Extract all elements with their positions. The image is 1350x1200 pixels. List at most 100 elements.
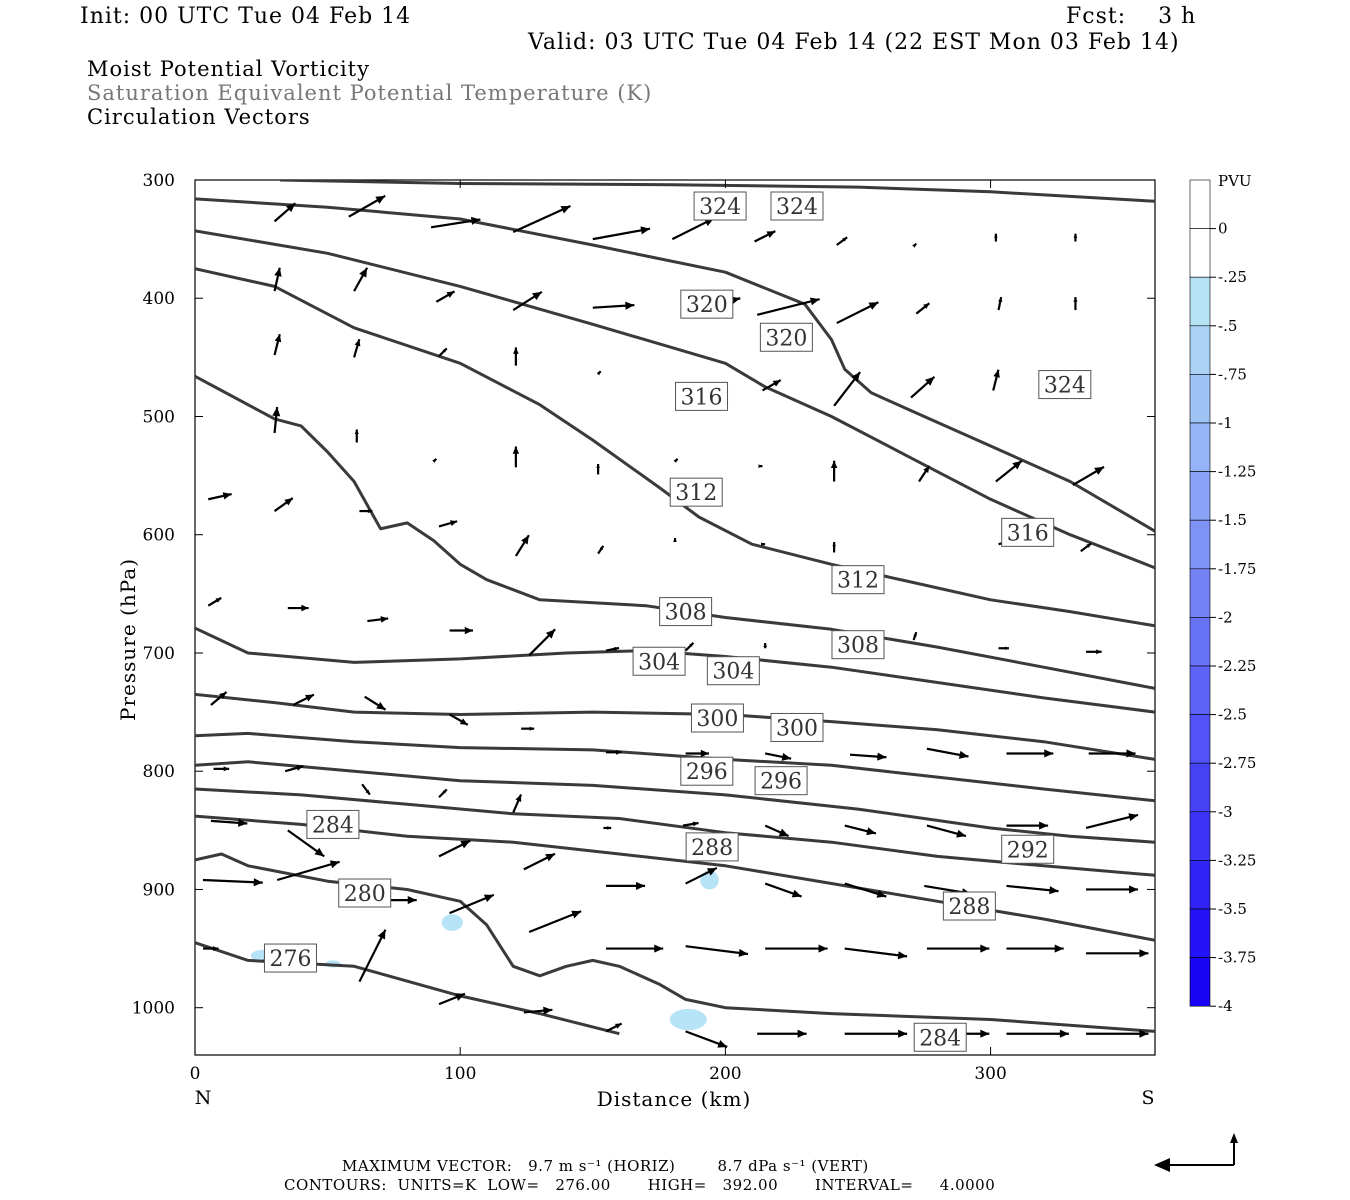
circulation-vector xyxy=(596,370,602,376)
circulation-vector xyxy=(849,752,887,761)
circulation-vector xyxy=(603,826,612,830)
colorbar-label: 0 xyxy=(1218,220,1228,238)
isentrope-320 xyxy=(195,197,1155,533)
circulation-vector xyxy=(605,1022,623,1033)
circulation-vector xyxy=(764,882,802,898)
circulation-vector xyxy=(361,783,371,796)
circulation-vector xyxy=(353,267,369,292)
isentrope-312 xyxy=(195,267,1155,628)
circulation-vector xyxy=(597,545,605,555)
circulation-vector xyxy=(348,194,386,218)
contour-label: 288 xyxy=(685,832,739,862)
colorbar-swatch xyxy=(1189,908,1211,958)
contour-label: 296 xyxy=(754,766,808,796)
circulation-vector xyxy=(926,824,967,838)
circulation-vector xyxy=(353,338,361,358)
plot-frame xyxy=(194,179,1156,1056)
contour-label: 304 xyxy=(632,646,686,676)
x-tick-label: 300 xyxy=(974,1064,1006,1084)
contour-label: 300 xyxy=(770,712,824,742)
colorbar-swatch xyxy=(1189,811,1211,861)
circulation-vector xyxy=(513,347,519,366)
svg-text:316: 316 xyxy=(681,385,723,410)
svg-text:300: 300 xyxy=(776,716,818,741)
contour-labels: 324 324 324 320 320 316 316 312 312 308 308 304 304 3… xyxy=(263,191,1092,1052)
circulation-vector xyxy=(523,1006,553,1015)
colorbar-swatch xyxy=(1189,617,1211,667)
y-axis-label: Pressure (hPa) xyxy=(116,558,140,721)
isentrope-300 xyxy=(195,692,1155,761)
colorbar-label: -2.25 xyxy=(1218,657,1256,675)
x-end-south: S xyxy=(1141,1087,1154,1109)
isentrope-276 xyxy=(195,941,620,1036)
circulation-vector xyxy=(592,226,651,241)
y-tick-label: 400 xyxy=(143,289,175,309)
svg-text:324: 324 xyxy=(699,195,741,220)
circulation-vector xyxy=(836,236,848,246)
field-title-vectors: Circulation Vectors xyxy=(87,105,311,129)
circulation-vector xyxy=(273,267,282,292)
colorbar-label: -1 xyxy=(1218,414,1233,432)
circulation-vector xyxy=(512,446,520,468)
circulation-vector xyxy=(995,459,1023,483)
x-axis-label: Distance (km) xyxy=(597,1087,752,1111)
circulation-vector xyxy=(844,947,908,960)
circulation-vector xyxy=(761,542,766,546)
circulation-vector xyxy=(272,406,281,434)
colorbar-swatch xyxy=(1189,374,1211,424)
contour-label: 312 xyxy=(669,477,723,507)
circulation-vector xyxy=(1006,944,1064,953)
svg-text:300: 300 xyxy=(696,707,738,732)
circulation-vector xyxy=(765,944,828,953)
circulation-vector xyxy=(673,538,677,543)
colorbar-title: PVU xyxy=(1218,172,1252,190)
circulation-vector xyxy=(685,866,718,885)
circulation-vectors xyxy=(202,194,1149,1048)
contour-label: 308 xyxy=(659,597,713,627)
circulation-vector xyxy=(836,301,879,325)
circulation-vector xyxy=(1088,749,1136,758)
circulation-vector xyxy=(512,290,543,311)
y-tick-label: 900 xyxy=(143,880,175,900)
circulation-vector xyxy=(1085,813,1139,830)
circulation-vector xyxy=(528,910,582,934)
circulation-vector xyxy=(992,369,1000,391)
colorbar-label: -3 xyxy=(1218,803,1233,821)
circulation-vector xyxy=(512,205,571,234)
contour-label: 296 xyxy=(680,756,734,786)
circulation-vector xyxy=(756,297,820,316)
colorbar-label: -.5 xyxy=(1218,317,1237,335)
circulation-vector xyxy=(844,824,877,836)
circulation-vector xyxy=(354,429,359,443)
y-tick-label: 800 xyxy=(143,762,175,782)
contour-label: 316 xyxy=(1001,517,1055,547)
contour-label: 284 xyxy=(306,809,360,839)
circulation-vector xyxy=(284,764,304,773)
circulation-vector xyxy=(764,824,790,838)
circulation-vector xyxy=(202,946,219,952)
colorbar-swatch xyxy=(1189,276,1211,327)
circulation-vector xyxy=(830,460,838,482)
contour-label: 292 xyxy=(1001,834,1055,864)
circulation-vector xyxy=(994,233,998,242)
svg-text:276: 276 xyxy=(269,947,311,972)
circulation-vector xyxy=(528,628,556,657)
circulation-vector xyxy=(606,881,646,890)
circulation-vector xyxy=(210,818,248,827)
colorbar-swatch xyxy=(1189,762,1211,813)
pv-patch xyxy=(669,1008,707,1031)
contour-label: 304 xyxy=(706,656,760,686)
svg-text:284: 284 xyxy=(919,1026,961,1051)
colorbar-swatch xyxy=(1189,179,1211,229)
colorbar-swatch xyxy=(1189,860,1211,910)
circulation-vector xyxy=(671,217,715,241)
circulation-vector xyxy=(276,860,340,882)
circulation-vector xyxy=(926,944,990,953)
contour-label: 288 xyxy=(942,891,996,921)
colorbar-label: -.25 xyxy=(1218,268,1247,286)
svg-text:288: 288 xyxy=(948,895,990,920)
circulation-vector xyxy=(438,992,466,1006)
colorbar-label: -3.5 xyxy=(1218,900,1247,918)
contour-label: 324 xyxy=(1038,370,1092,400)
colorbar-label: -1.5 xyxy=(1218,511,1247,529)
